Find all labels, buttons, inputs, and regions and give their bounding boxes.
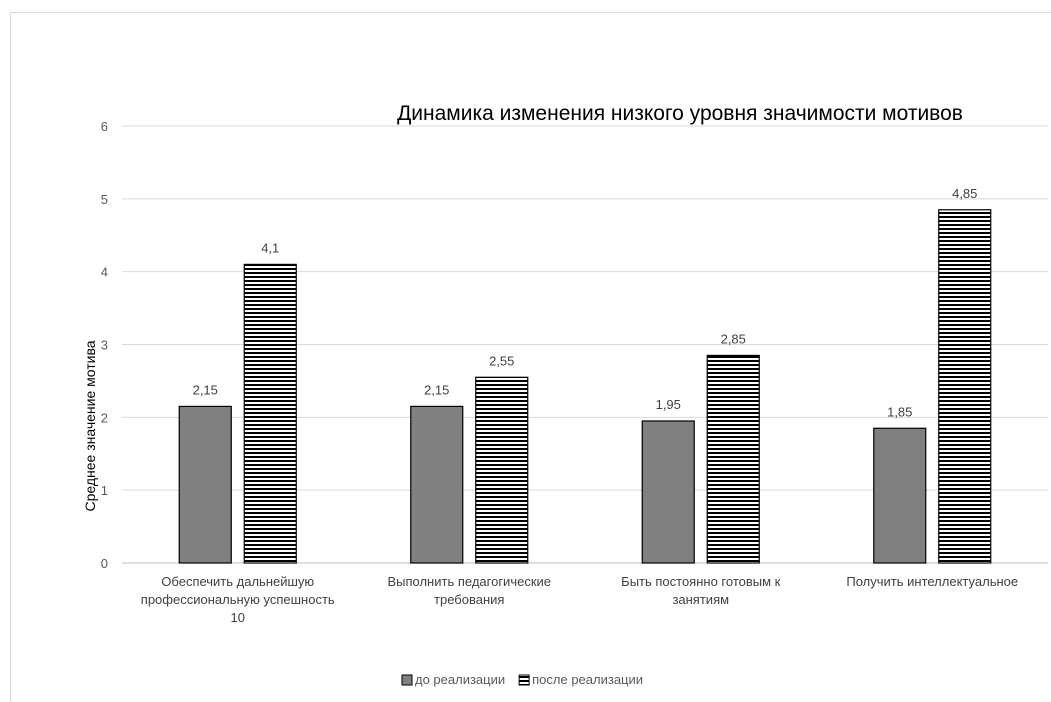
legend-label: до реализации <box>415 672 505 687</box>
y-tick-label: 3 <box>101 338 108 353</box>
bar <box>938 209 992 564</box>
legend-swatch <box>518 674 530 686</box>
data-label: 2,55 <box>489 353 514 368</box>
y-tick-label: 6 <box>101 119 108 134</box>
category-label: Обеспечить дальнейшую профессиональную ус… <box>141 574 335 625</box>
bar <box>873 427 927 564</box>
bar <box>410 405 464 564</box>
category-label: Выполнить педагогические требования <box>387 574 551 607</box>
y-tick-label: 5 <box>101 192 108 207</box>
y-axis-ticks: 0 1 2 3 4 5 6 <box>101 119 108 571</box>
bar <box>475 376 529 564</box>
bar <box>706 354 760 564</box>
y-tick-label: 0 <box>101 556 108 571</box>
category-label: Получить интеллектуальное <box>846 574 1018 589</box>
bar <box>178 405 232 564</box>
bar <box>243 263 297 564</box>
data-label: 1,95 <box>656 397 681 412</box>
legend-swatch <box>401 674 413 686</box>
data-labels: 2,15 4,1 2,15 2,55 1,95 2,85 1,85 4,85 <box>193 186 978 420</box>
y-tick-label: 1 <box>101 483 108 498</box>
chart-frame <box>10 12 1051 702</box>
category-label: Быть постоянно готовым к занятиям <box>621 574 780 607</box>
y-tick-label: 2 <box>101 410 108 425</box>
legend: до реализации после реализации <box>401 672 643 687</box>
category-labels: Обеспечить дальнейшую профессиональную ус… <box>141 574 1018 625</box>
y-tick-label: 4 <box>101 265 108 280</box>
data-label: 1,85 <box>887 404 912 419</box>
bar <box>641 420 695 564</box>
data-label: 4,85 <box>952 186 977 201</box>
data-label: 2,15 <box>424 382 449 397</box>
data-label: 2,15 <box>193 382 218 397</box>
y-axis-label: Среднее значение мотива <box>82 340 98 511</box>
bars <box>178 209 992 564</box>
data-label: 2,85 <box>721 331 746 346</box>
chart-title: Динамика изменения низкого уровня значим… <box>397 102 963 125</box>
data-label: 4,1 <box>261 240 279 255</box>
legend-label: после реализации <box>532 672 643 687</box>
